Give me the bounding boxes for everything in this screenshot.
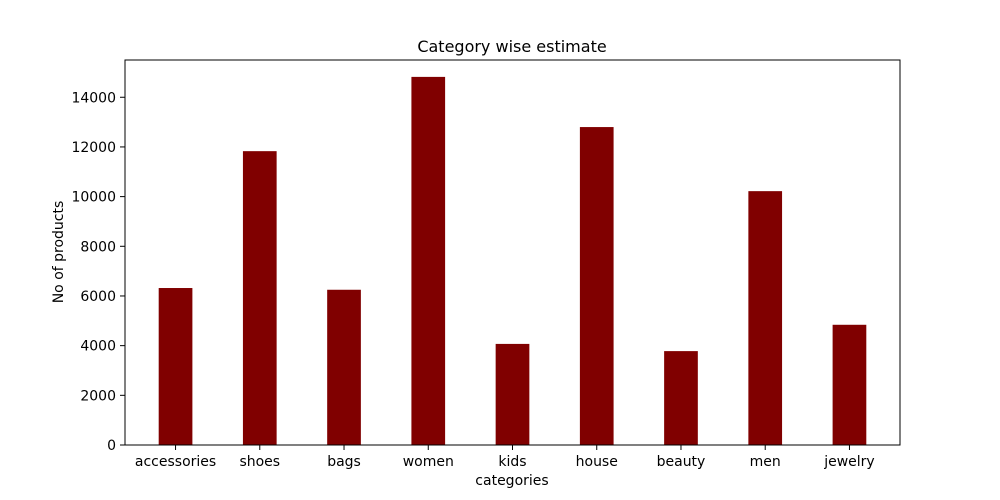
plot-frame xyxy=(124,59,901,446)
x-tick-label-bags: bags xyxy=(327,454,361,470)
bar-shoes xyxy=(242,151,277,445)
x-tick-label-kids: kids xyxy=(498,454,526,470)
bar-kids xyxy=(495,343,530,445)
y-axis-label: No of products xyxy=(51,201,67,304)
y-tick-label: 8000 xyxy=(80,239,116,255)
x-tick-label-women: women xyxy=(403,454,454,470)
bar-men xyxy=(748,191,783,445)
y-axis-ticks: 0 2000 4000 6000 8000 10000 12000 14000 xyxy=(71,90,125,454)
bar-bags xyxy=(327,289,361,445)
x-tick-label-house: house xyxy=(576,454,618,470)
x-tick-label-accessories: accessories xyxy=(135,454,216,470)
x-tick-label-beauty: beauty xyxy=(657,454,706,470)
bar-jewelry xyxy=(832,324,867,445)
y-tick-label: 0 xyxy=(107,438,116,454)
bars-group xyxy=(158,76,867,445)
bar-women xyxy=(411,76,446,445)
bar-house xyxy=(579,127,614,445)
y-tick-label: 2000 xyxy=(80,388,116,404)
y-tick-label: 10000 xyxy=(71,190,116,206)
x-tick-label-men: men xyxy=(750,454,781,470)
y-tick-label: 12000 xyxy=(71,140,116,156)
x-axis-label: categories xyxy=(475,473,548,489)
x-tick-label-jewelry: jewelry xyxy=(823,454,875,470)
x-axis-ticks: accessories shoes bags women kids house beauty… xyxy=(135,445,875,470)
y-tick-label: 14000 xyxy=(71,90,116,106)
bar-accessories xyxy=(158,288,193,445)
y-tick-label: 6000 xyxy=(80,289,116,305)
y-tick-label: 4000 xyxy=(80,339,116,355)
chart-title: Category wise estimate xyxy=(417,37,606,56)
x-tick-label-shoes: shoes xyxy=(239,454,280,470)
bar-beauty xyxy=(664,351,698,445)
